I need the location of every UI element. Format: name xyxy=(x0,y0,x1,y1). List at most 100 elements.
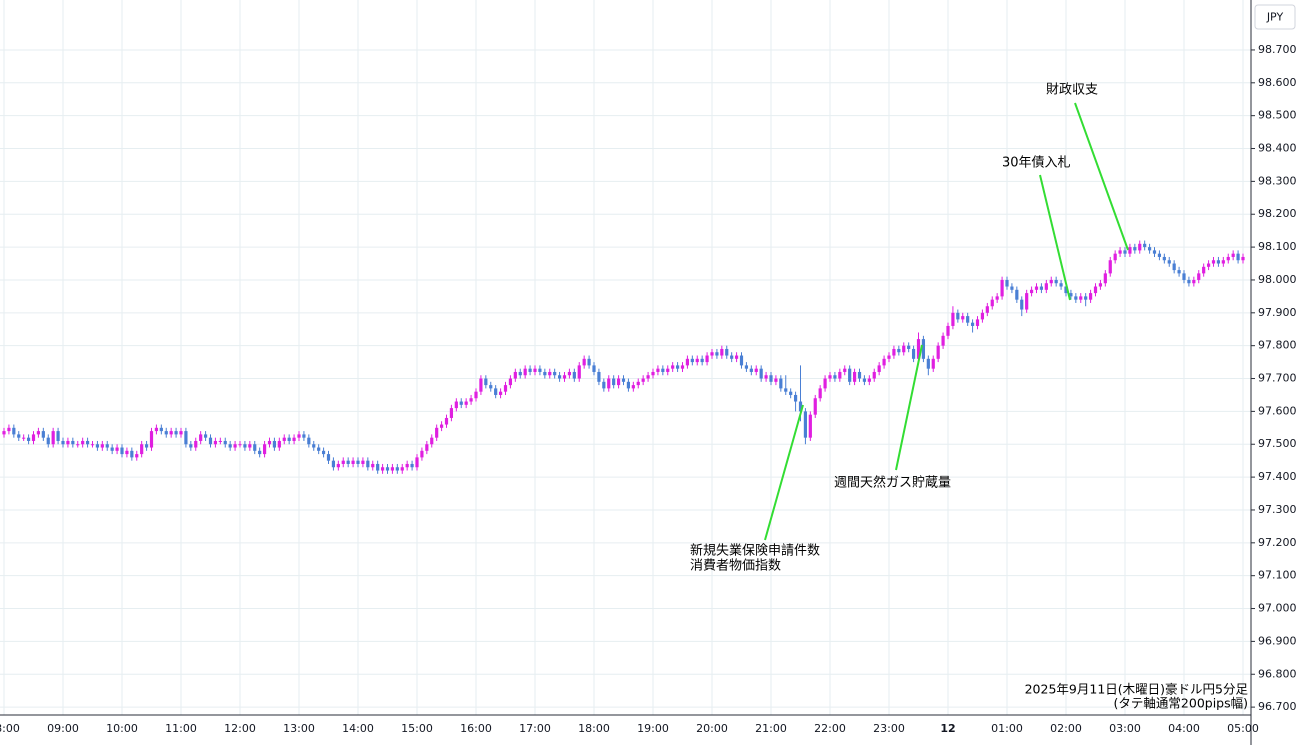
candle-body xyxy=(921,339,926,359)
candle-body xyxy=(179,431,183,435)
candle-body xyxy=(258,450,262,455)
annotation-text: 週間天然ガス貯蔵量 xyxy=(834,475,951,491)
candle-body xyxy=(764,375,768,379)
candle-body xyxy=(710,352,714,356)
candle-body xyxy=(1054,279,1058,284)
candle-body xyxy=(1064,286,1068,294)
candle-body xyxy=(661,368,665,372)
candle-body xyxy=(838,371,842,379)
y-tick-label: 97.400 xyxy=(1258,470,1297,483)
candle-body xyxy=(1118,250,1122,254)
candle-body xyxy=(970,322,975,326)
candle-body xyxy=(651,371,655,376)
candle-body xyxy=(739,355,744,366)
candle-body xyxy=(562,375,567,379)
candle-body xyxy=(503,385,508,392)
y-tick-label: 98.100 xyxy=(1258,240,1297,253)
candle-body xyxy=(494,388,498,395)
y-tick-label: 97.100 xyxy=(1258,569,1297,582)
candle-body xyxy=(159,427,163,432)
candle-body xyxy=(140,444,144,455)
candle-body xyxy=(31,434,36,441)
candle-body xyxy=(892,348,896,356)
x-tick-label: 08:00 xyxy=(0,722,20,735)
candle-body xyxy=(272,440,277,448)
x-tick-label: 11:00 xyxy=(165,722,197,735)
x-tick-label: 23:00 xyxy=(873,722,905,735)
candle-body xyxy=(852,371,857,382)
y-tick-label: 96.800 xyxy=(1258,667,1297,680)
candle-body xyxy=(489,385,493,389)
candle-body xyxy=(430,437,434,445)
candle-body xyxy=(1113,253,1117,261)
candle-body xyxy=(1093,286,1098,294)
candle-body xyxy=(862,378,867,382)
candle-body xyxy=(71,440,75,445)
annotation-line xyxy=(764,404,804,541)
candle-body xyxy=(513,371,517,379)
candle-body xyxy=(297,434,301,438)
candle-body xyxy=(1128,247,1132,254)
candle-body xyxy=(125,450,129,455)
candle-body xyxy=(100,444,104,448)
x-tick-label: 18:00 xyxy=(578,722,610,735)
caption: (タテ軸通常200pips幅) xyxy=(1114,696,1248,711)
candle-body xyxy=(946,325,950,336)
candle-body xyxy=(1074,296,1078,300)
candle-body xyxy=(518,371,522,376)
candle-body xyxy=(243,444,247,448)
candle-body xyxy=(189,444,193,448)
candle-body xyxy=(956,312,960,320)
candle-body xyxy=(828,375,832,379)
candle-body xyxy=(582,358,586,366)
candle-body xyxy=(631,385,635,389)
candle-body xyxy=(725,348,729,356)
candle-body xyxy=(361,460,365,464)
candle-body xyxy=(734,355,739,359)
candle-body xyxy=(321,450,326,455)
candle-body xyxy=(1015,289,1019,300)
candle-body xyxy=(911,348,916,359)
candle-body xyxy=(941,335,945,346)
candle-body xyxy=(508,378,513,386)
x-tick-label: 15:00 xyxy=(401,722,433,735)
candle-body xyxy=(612,378,616,386)
x-tick-label: 17:00 xyxy=(519,722,551,735)
candle-body xyxy=(435,427,439,438)
y-tick-label: 97.700 xyxy=(1258,372,1297,385)
candle-body xyxy=(169,431,173,435)
candle-body xyxy=(975,319,980,326)
x-tick-label: 02:00 xyxy=(1050,722,1082,735)
candle-body xyxy=(51,431,55,445)
candle-body xyxy=(135,454,139,458)
candle-body xyxy=(302,434,306,438)
candle-body xyxy=(1177,270,1181,274)
candle-body xyxy=(307,437,311,445)
y-tick-label: 98.000 xyxy=(1258,273,1297,286)
candle-body xyxy=(444,417,449,425)
candle-body xyxy=(995,296,999,300)
candle-body xyxy=(154,427,159,432)
candle-body xyxy=(1226,256,1230,261)
axes: 96.700 96.800 96.900 97.000 97.100 97.200 97.3… xyxy=(0,43,1297,735)
candle-body xyxy=(380,467,385,471)
candle-body xyxy=(872,371,876,379)
candle-body xyxy=(203,434,208,438)
candle-body xyxy=(312,444,316,448)
candle-body xyxy=(636,381,640,386)
candle-body xyxy=(498,391,503,395)
candle-body xyxy=(12,427,16,435)
candle-body xyxy=(951,312,955,326)
y-tick-label: 98.700 xyxy=(1258,43,1297,56)
candle-body xyxy=(459,401,463,405)
candle-body xyxy=(390,467,395,471)
candle-body xyxy=(902,345,906,353)
candle-body xyxy=(671,365,675,369)
candle-body xyxy=(528,368,532,372)
candles xyxy=(2,240,1245,474)
candle-body xyxy=(882,358,886,366)
candle-body xyxy=(597,371,601,382)
candle-body xyxy=(715,352,719,356)
